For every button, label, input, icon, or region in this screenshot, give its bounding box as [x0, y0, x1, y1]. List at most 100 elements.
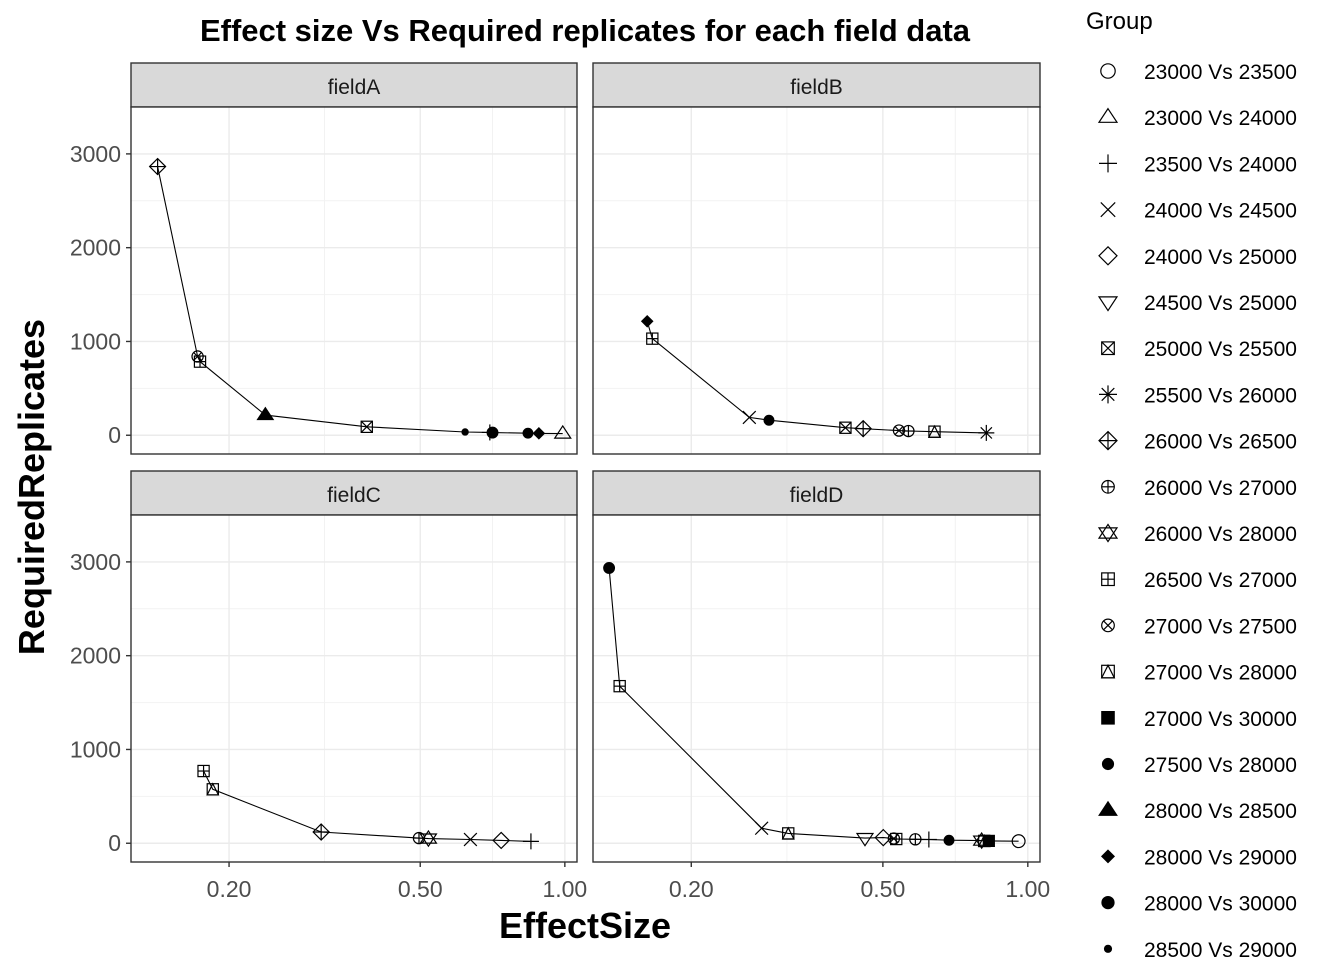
y-tick-label: 1000	[70, 328, 121, 354]
data-point	[532, 427, 546, 440]
strip-label-fielda: fieldA	[328, 76, 381, 99]
data-point	[1011, 834, 1026, 849]
legend-key-symbol	[1097, 107, 1119, 123]
strip-label-fieldd: fieldD	[790, 484, 844, 507]
y-tick-label: 0	[108, 422, 121, 448]
legend-item: 26500 Vs 27000	[1101, 569, 1297, 592]
data-point	[360, 420, 373, 434]
legend-key-symbol	[1101, 618, 1115, 633]
x-tick-label: 1.00	[542, 876, 587, 902]
grid-fieldd	[592, 515, 1040, 862]
legend-item: 27000 Vs 30000	[1101, 708, 1297, 731]
legend-label: 24500 Vs 25000	[1144, 292, 1297, 315]
x-tick-label: 1.00	[1005, 876, 1050, 902]
data-point	[492, 831, 511, 850]
legend-key-symbol	[1103, 944, 1113, 953]
strip-fieldd	[592, 470, 1041, 516]
data-point	[419, 829, 438, 848]
panel-background-fieldd	[593, 515, 1040, 862]
legend-item: 26000 Vs 27000	[1101, 477, 1297, 500]
legend-label: 27000 Vs 27500	[1144, 615, 1297, 638]
data-point	[902, 424, 915, 438]
data-point	[522, 427, 534, 439]
legend-key-symbol	[1098, 245, 1118, 266]
data-point	[839, 421, 852, 434]
legend-key-symbol	[1101, 757, 1115, 771]
x-tick-label: 0.20	[669, 876, 714, 902]
legend-label: 25000 Vs 25500	[1144, 338, 1297, 361]
x-tick-label: 0.50	[398, 876, 443, 902]
panel-background-fieldc	[131, 515, 577, 862]
data-point	[640, 314, 654, 328]
y-tick-label: 1000	[70, 736, 121, 762]
legend-key-symbol	[1101, 895, 1115, 910]
data-point	[461, 428, 469, 436]
legend-key-symbol	[1100, 849, 1116, 864]
legend-item: 25500 Vs 26000	[1099, 384, 1297, 407]
legend-key-symbol	[1101, 711, 1115, 725]
panel-border-fieldd	[592, 514, 1041, 863]
data-point	[763, 414, 775, 426]
data-point	[909, 833, 922, 846]
legend-item: 26000 Vs 26500	[1098, 430, 1297, 454]
legend-title: Group	[1086, 8, 1153, 35]
legend-key-symbol	[1098, 800, 1118, 816]
data-point	[742, 410, 757, 425]
data-point	[646, 332, 659, 345]
chart-title: Effect size Vs Required replicates for e…	[200, 13, 971, 48]
strip-fieldb	[592, 62, 1041, 108]
legend-item: 27000 Vs 28000	[1100, 662, 1297, 685]
legend-item: 28000 Vs 28500	[1098, 800, 1297, 823]
legend-key-symbol	[1100, 201, 1116, 218]
legend-key-symbol	[1097, 523, 1119, 543]
data-point	[613, 679, 626, 693]
y-tick-label: 3000	[70, 549, 121, 575]
x-tick-label: 0.20	[207, 876, 252, 902]
legend: Group 23000 Vs 23500 23000 Vs 24000 23500 …	[1086, 8, 1297, 960]
y-tick-label: 2000	[70, 235, 121, 261]
strip-fielda	[130, 62, 578, 108]
legend-key-symbol	[1100, 63, 1116, 79]
legend-label: 28500 Vs 29000	[1144, 939, 1297, 960]
legend-label: 23000 Vs 24000	[1144, 107, 1297, 130]
legend-key-symbol	[1098, 430, 1118, 451]
data-point	[148, 157, 167, 176]
legend-label: 27000 Vs 28000	[1144, 662, 1297, 685]
data-point	[854, 419, 873, 438]
y-axis-title: RequiredReplicates	[11, 319, 52, 655]
legend-label: 26000 Vs 28000	[1144, 523, 1297, 546]
legend-item: 26000 Vs 28000	[1097, 523, 1297, 546]
legend-label: 28000 Vs 29000	[1144, 846, 1297, 869]
legend-label: 26000 Vs 27000	[1144, 477, 1297, 500]
data-point	[522, 833, 539, 850]
panel-background-fieldb	[593, 107, 1040, 454]
legend-item: 24000 Vs 24500	[1100, 200, 1297, 223]
data-point	[978, 424, 995, 441]
data-point	[193, 355, 207, 368]
legend-label: 28000 Vs 28500	[1144, 800, 1297, 823]
legend-key-symbol	[1101, 572, 1115, 587]
legend-key-symbol	[1097, 296, 1119, 312]
data-point	[920, 831, 937, 848]
legend-key-symbol	[1099, 385, 1117, 404]
grid-fieldc	[130, 515, 577, 862]
strip-label-fieldb: fieldB	[790, 76, 843, 99]
legend-item: 24000 Vs 25000	[1098, 245, 1297, 269]
panel-fieldb: fieldB	[592, 62, 1041, 455]
legend-key-symbol	[1099, 154, 1117, 173]
data-point	[256, 406, 275, 421]
legend-label: 26500 Vs 27000	[1144, 569, 1297, 592]
data-point	[486, 426, 499, 439]
data-point	[463, 832, 478, 847]
legend-label: 23500 Vs 24000	[1144, 153, 1297, 176]
legend-item: 23000 Vs 23500	[1100, 61, 1297, 84]
strip-label-fieldc: fieldC	[327, 484, 381, 507]
data-point	[874, 828, 893, 847]
legend-item: 23000 Vs 24000	[1097, 107, 1297, 130]
data-point	[312, 823, 331, 841]
grid-fieldb	[592, 107, 1040, 454]
legend-label: 28000 Vs 30000	[1144, 893, 1297, 916]
panel-fieldc: fieldC 0 1000 2000 3000 0.20 0.50 1.00	[70, 470, 587, 902]
legend-label: 25500 Vs 26000	[1144, 384, 1297, 407]
